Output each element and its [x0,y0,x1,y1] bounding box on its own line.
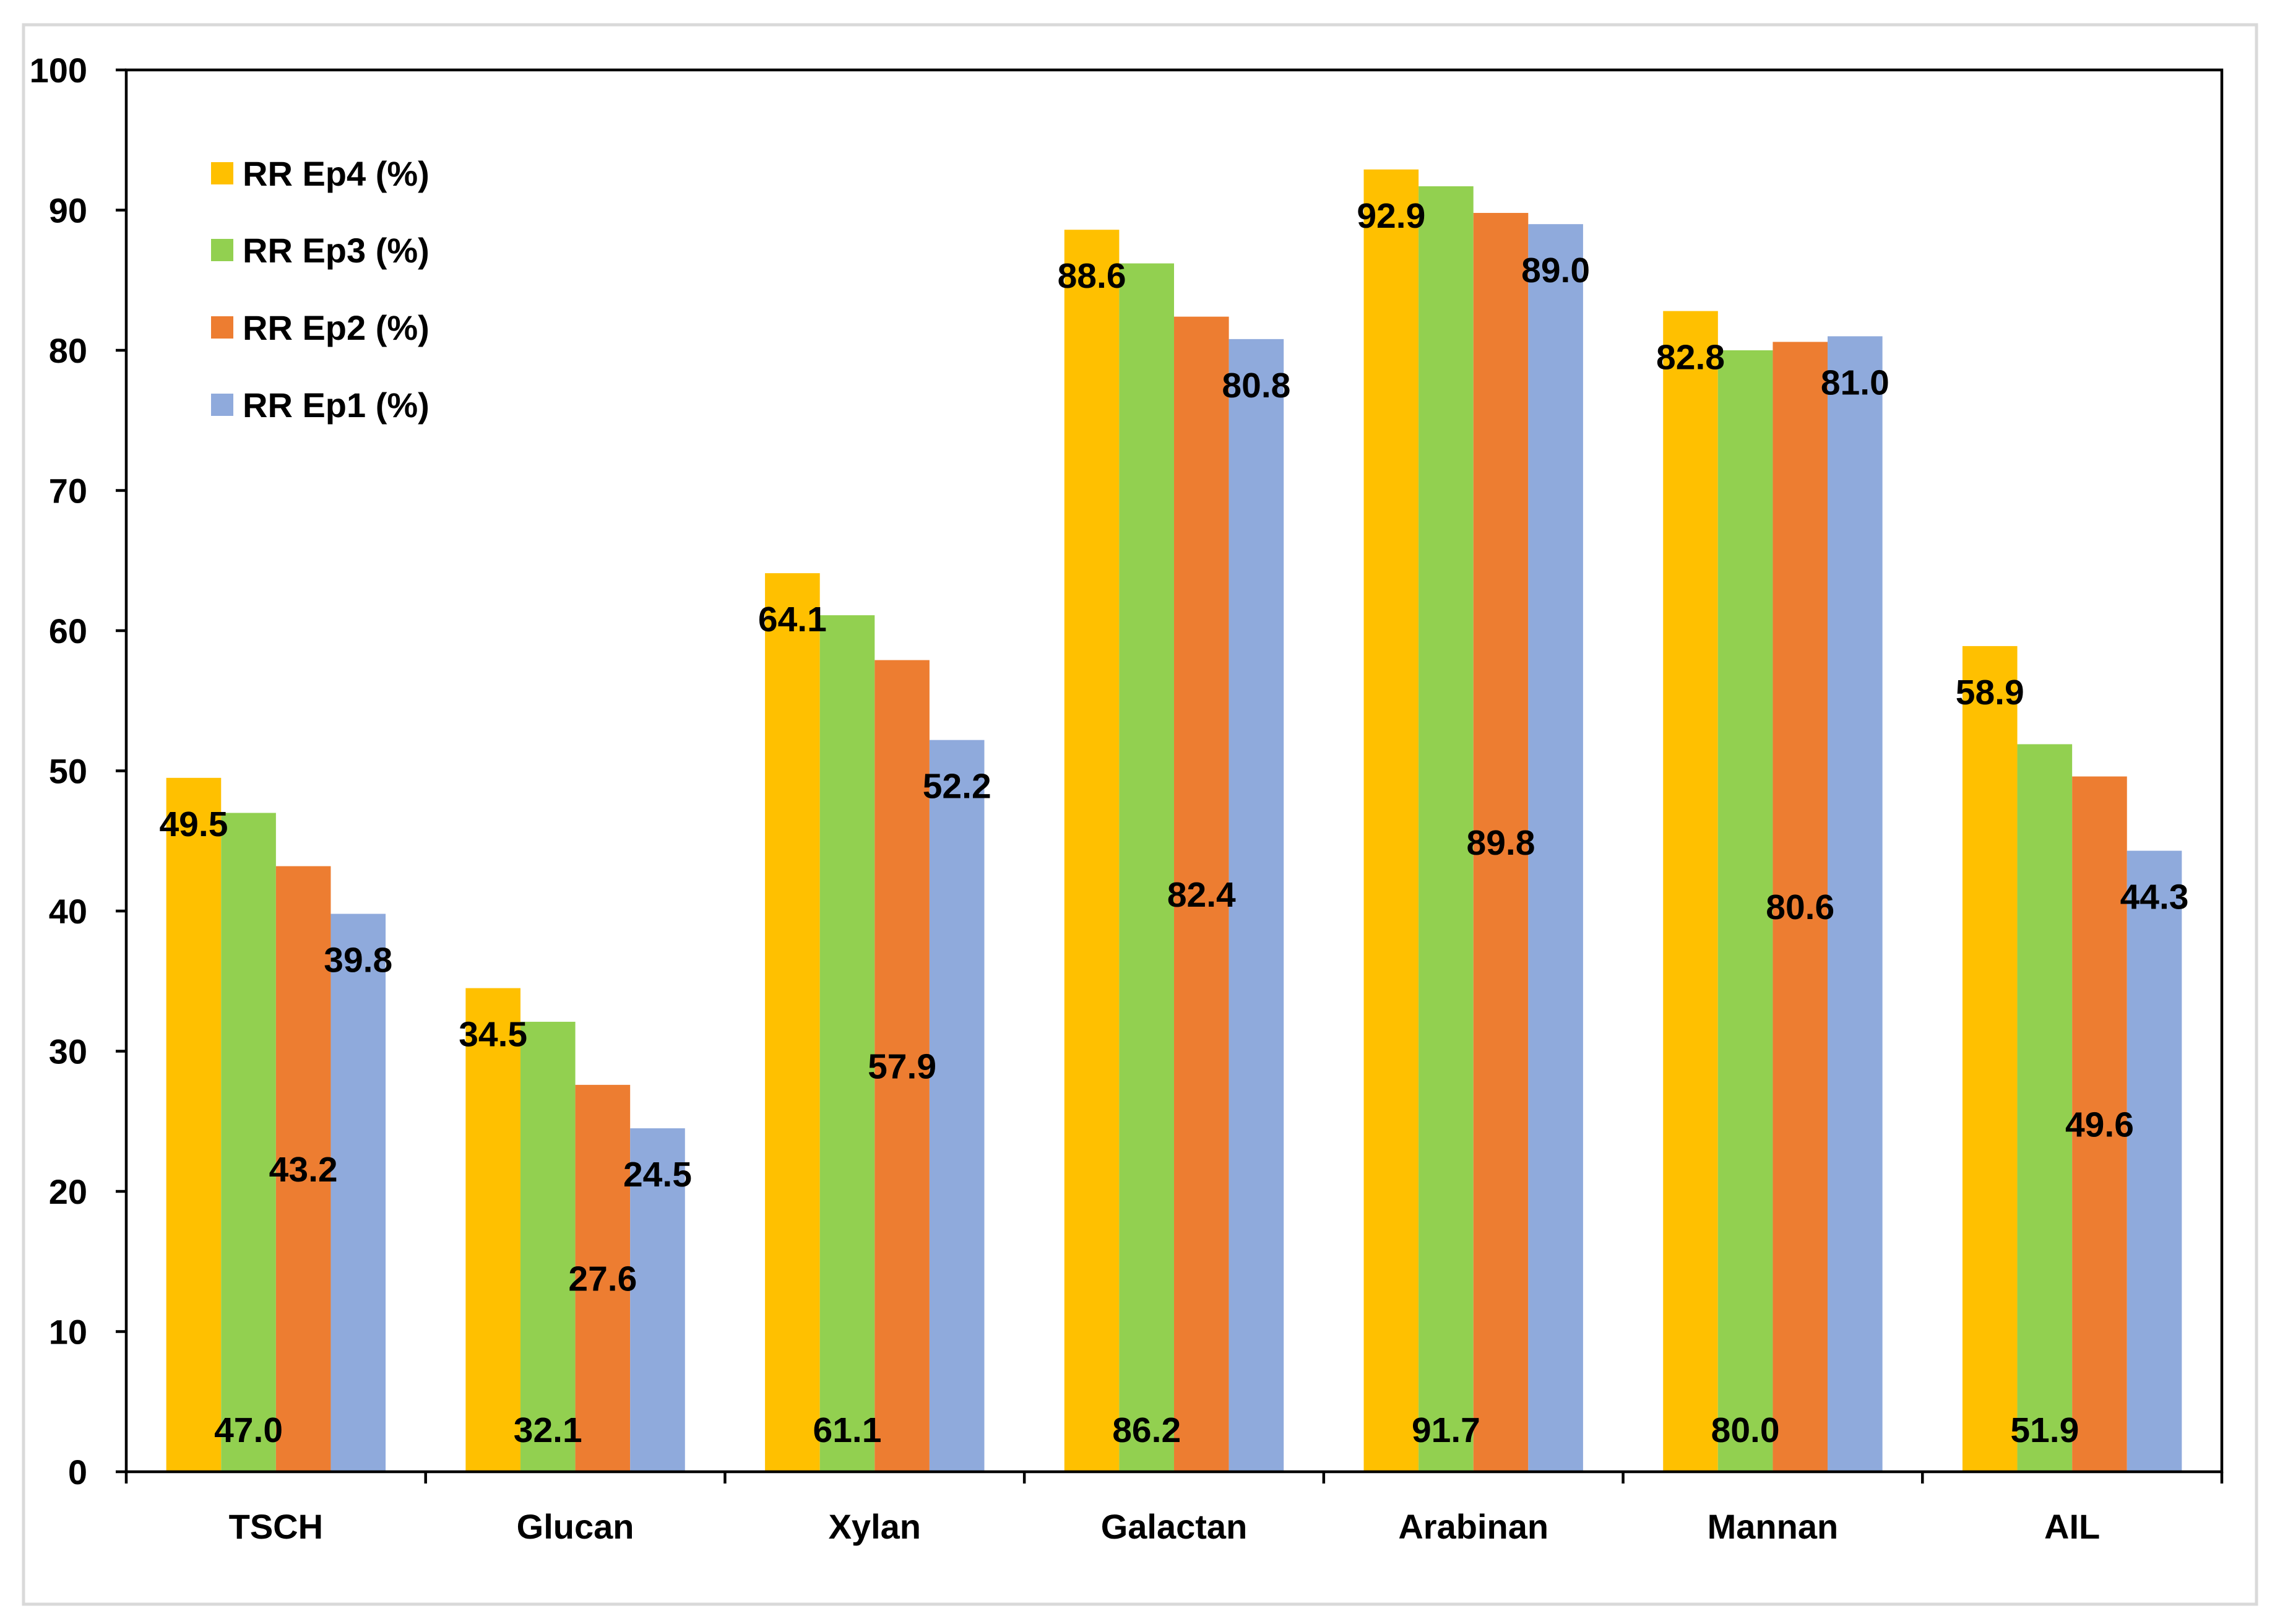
bar [819,615,875,1472]
y-tick-label: 70 [49,472,87,511]
data-label: 64.1 [758,600,827,639]
legend-label-ep1: RR Ep1 (%) [243,386,430,425]
data-label: 80.6 [1766,888,1834,927]
data-label: 89.0 [1521,251,1590,290]
data-label: 52.2 [923,767,991,806]
bar [630,1128,685,1472]
x-tick-label: TSCH [229,1507,323,1546]
data-label: 89.8 [1467,823,1535,863]
bar [1828,336,1883,1472]
data-label: 27.6 [568,1259,637,1298]
data-label: 39.8 [324,941,392,980]
bar [520,1021,576,1472]
bar [166,777,222,1472]
y-tick-label: 100 [30,51,87,90]
bar [330,914,386,1472]
legend-item-ep4: RR Ep4 (%) [211,154,430,193]
bar [2017,744,2073,1472]
bar [1473,213,1529,1472]
bar [1663,311,1718,1472]
data-label: 82.8 [1656,338,1725,378]
x-tick-label: Galactan [1101,1507,1248,1546]
data-label: 80.0 [1711,1410,1780,1450]
data-label: 24.5 [623,1155,692,1194]
y-axis: 0 10 20 30 40 50 60 70 80 90 100 [30,51,126,1492]
data-label: 43.2 [269,1150,338,1190]
bar [465,988,520,1472]
y-tick-label: 20 [49,1172,87,1211]
legend-swatch-ep4 [211,162,233,184]
bar [765,573,820,1472]
data-label: 32.1 [514,1410,582,1450]
bar [874,660,930,1472]
bar [1528,224,1583,1472]
bar [1064,230,1120,1472]
data-label: 82.4 [1167,875,1236,915]
data-label: 86.2 [1112,1410,1181,1450]
x-tick-label: Mannan [1708,1507,1839,1546]
x-axis: TSCH Glucan Xylan Galactan Arabinan Mannan AIL [124,1472,2224,1546]
bar [1174,316,1229,1472]
y-tick-label: 80 [49,331,87,370]
bar [1363,169,1419,1472]
bars-layer [166,169,2182,1472]
y-tick-label: 0 [68,1453,87,1492]
y-tick-label: 30 [49,1032,87,1071]
data-label: 34.5 [459,1015,527,1055]
data-label: 57.9 [868,1047,936,1086]
bar [575,1084,631,1472]
y-tick-label: 10 [49,1313,87,1352]
bar [929,740,985,1472]
legend-swatch-ep3 [211,239,233,261]
x-tick-label: Glucan [517,1507,634,1546]
data-labels-layer: 49.5 34.5 64.1 88.6 92.9 82.8 58.9 47.0 32.1 61.1… [159,196,2188,1450]
y-tick-label: 50 [49,752,87,791]
legend-label-ep2: RR Ep2 (%) [243,308,430,347]
bar [1229,339,1284,1472]
bar [1717,350,1773,1472]
data-label: 51.9 [2010,1410,2079,1450]
legend-swatch-ep2 [211,316,233,339]
data-label: 81.0 [1821,363,1889,402]
bar [1962,646,2018,1472]
data-label: 49.6 [2065,1105,2134,1144]
y-tick-label: 60 [49,611,87,650]
y-tick-label: 90 [49,191,87,230]
bar [275,866,331,1472]
data-label: 58.9 [1956,673,2024,712]
data-label: 49.5 [159,805,228,844]
legend-item-ep1: RR Ep1 (%) [211,386,430,425]
data-label: 61.1 [813,1410,882,1450]
data-label: 47.0 [214,1410,283,1450]
legend-swatch-ep1 [211,394,233,416]
data-label: 91.7 [1412,1410,1480,1450]
data-label: 80.8 [1222,366,1290,405]
bar [221,813,276,1472]
legend: RR Ep4 (%) RR Ep3 (%) RR Ep2 (%) RR Ep1 … [211,154,430,425]
legend-item-ep3: RR Ep3 (%) [211,231,430,270]
bar [2127,850,2182,1472]
bar [1119,263,1174,1472]
data-label: 44.3 [2120,878,2189,917]
bar [1773,342,1828,1472]
legend-label-ep3: RR Ep3 (%) [243,231,430,270]
legend-item-ep2: RR Ep2 (%) [211,308,430,347]
y-tick-label: 40 [49,892,87,931]
legend-label-ep4: RR Ep4 (%) [243,154,430,193]
data-label: 92.9 [1357,196,1425,236]
x-tick-label: Xylan [829,1507,921,1546]
bar [2072,776,2127,1472]
bar [1419,186,1474,1472]
data-label: 88.6 [1058,256,1126,296]
x-tick-label: AIL [2044,1507,2100,1546]
x-tick-label: Arabinan [1398,1507,1548,1546]
